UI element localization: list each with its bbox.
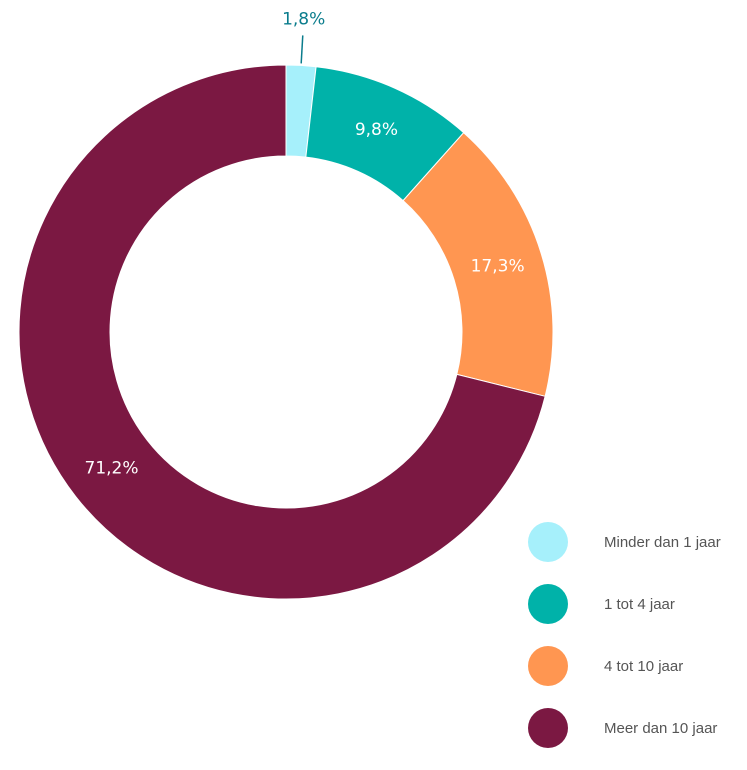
legend-item: 1 tot 4 jaar (528, 584, 747, 624)
legend-swatch (528, 584, 568, 624)
legend-swatch (528, 522, 568, 562)
legend-label: 4 tot 10 jaar (604, 657, 684, 675)
legend: Minder dan 1 jaar 1 tot 4 jaar 4 tot 10 ja… (528, 522, 747, 770)
data-label: 1,8% (282, 9, 325, 29)
legend-swatch (528, 646, 568, 686)
legend-label: Meer dan 10 jaar (604, 719, 718, 737)
data-label: 71,2% (85, 458, 139, 478)
legend-item: 4 tot 10 jaar (528, 646, 747, 686)
legend-swatch (528, 708, 568, 748)
donut-chart: 1,8% 9,8% 17,3% 71,2% (18, 9, 554, 600)
donut-slice (18, 64, 546, 600)
legend-label: 1 tot 4 jaar (604, 595, 675, 613)
leader-line (300, 35, 304, 64)
data-label: 17,3% (471, 257, 525, 277)
legend-label: Minder dan 1 jaar (604, 533, 721, 551)
legend-item: Meer dan 10 jaar (528, 708, 747, 748)
legend-item: Minder dan 1 jaar (528, 522, 747, 562)
data-label: 9,8% (355, 120, 398, 140)
